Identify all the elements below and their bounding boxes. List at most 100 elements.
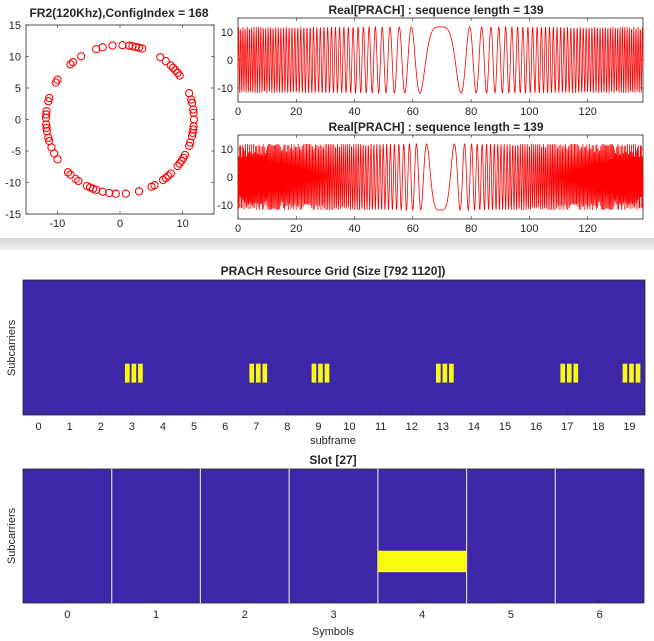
x-tick-label: 8	[284, 421, 290, 433]
constellation-point	[105, 188, 114, 198]
constellation-point	[147, 182, 156, 191]
constellation-point	[63, 168, 73, 177]
resource-grid-xlabel: subframe	[310, 435, 356, 447]
prach-occasion-bar	[262, 363, 268, 383]
prach-occasion-bar	[622, 363, 628, 383]
x-tick-label: 40	[348, 106, 360, 118]
constellation-point	[188, 98, 197, 107]
prach-occasion-bar	[436, 363, 441, 383]
x-tick-label: 17	[561, 421, 573, 433]
x-tick-label: 20	[290, 223, 302, 235]
y-tick-label: -5	[11, 146, 21, 158]
y-tick-label: -10	[217, 83, 233, 95]
constellation-point	[125, 41, 134, 50]
x-tick-label: 5	[508, 609, 514, 621]
x-tick-label: 0	[35, 421, 41, 433]
prach-occasion-bar	[573, 363, 579, 383]
constellation-point	[44, 97, 53, 106]
constellation-point	[189, 115, 198, 124]
constellation-point	[111, 189, 120, 198]
real-prach-plot-1: Real[PRACH] : sequence length = 139 0 20 4…	[217, 3, 644, 118]
constellation-point	[134, 187, 144, 196]
x-tick-label: 10	[343, 421, 355, 433]
slot-axes	[22, 468, 645, 604]
constellation-point	[185, 141, 194, 150]
y-tick-label: 10	[221, 144, 233, 156]
x-tick-label: 16	[530, 421, 542, 433]
x-tick-label: 18	[592, 421, 604, 433]
constellation-point	[156, 53, 165, 62]
constellation-point	[108, 41, 117, 50]
y-tick-label: 0	[15, 115, 21, 127]
constellation-point	[71, 174, 80, 183]
constellation-point	[77, 52, 86, 61]
constellation-point	[42, 123, 51, 132]
figure-separator	[0, 238, 654, 250]
x-tick-label: 7	[253, 421, 259, 433]
resource-grid-ylabel: Subcarriers	[6, 319, 18, 376]
prach-occasion-bar	[324, 363, 330, 383]
x-tick-label: 5	[191, 421, 197, 433]
constellation-point	[173, 162, 182, 171]
constellation-point	[173, 68, 182, 77]
constellation-point	[161, 57, 170, 66]
constellation-point	[134, 43, 144, 52]
constellation-point	[128, 42, 137, 51]
prach-occasion-bar	[255, 363, 261, 383]
constellation-point	[188, 128, 197, 137]
real-prach-title-1: Real[PRACH] : sequence length = 139	[328, 3, 543, 17]
constellation-point	[159, 175, 168, 184]
constellation-point	[45, 136, 54, 146]
constellation-point	[66, 60, 75, 69]
y-tick-label: -15	[5, 209, 21, 221]
constellation-point	[166, 169, 175, 178]
prach-occasion-bar	[318, 363, 323, 383]
x-tick-label: 10	[177, 218, 189, 230]
real-prach-plot-2: Real[PRACH] : sequence length = 139 0 20 4…	[217, 120, 644, 235]
x-tick-label: -10	[49, 218, 65, 230]
constellation-point	[53, 155, 62, 164]
prach-occasion-bar	[442, 363, 448, 383]
prach-series-line	[237, 25, 644, 95]
prach-occasion-bar	[635, 363, 641, 383]
y-tick-label: 0	[227, 55, 233, 67]
constellation-point	[89, 184, 98, 193]
real-prach-title-2: Real[PRACH] : sequence length = 139	[328, 120, 543, 134]
x-tick-label: 1	[67, 421, 73, 433]
x-tick-label: 4	[160, 421, 166, 433]
slot-plot: Slot [27] 0 1 2 3 4 5 6 Symbols Subcarriers	[6, 453, 645, 638]
constellation-point	[166, 61, 175, 70]
x-tick-label: 100	[520, 223, 538, 235]
constellation-point	[121, 189, 130, 198]
constellation-point	[42, 127, 52, 136]
x-tick-label: 120	[578, 106, 596, 118]
prach-series-line	[237, 142, 644, 212]
constellation-point	[51, 78, 60, 87]
constellation-point	[164, 171, 173, 180]
constellation-point	[175, 159, 184, 168]
x-tick-label: 0	[117, 218, 123, 230]
constellation-point	[188, 132, 197, 141]
constellation-point	[175, 71, 184, 80]
prach-occasion-bar	[566, 363, 572, 383]
prach-occasion-bar	[131, 363, 137, 383]
constellation-point	[42, 110, 51, 119]
constellation-point	[42, 107, 51, 116]
prach-occasion-bar	[125, 363, 130, 383]
y-tick-label: 5	[15, 83, 21, 95]
y-tick-label: 0	[227, 172, 233, 184]
slot-title: Slot [27]	[309, 453, 356, 467]
slot-xlabel: Symbols	[312, 626, 355, 638]
constellation-point	[42, 120, 51, 129]
constellation-point	[189, 108, 198, 117]
x-tick-label: 19	[623, 421, 635, 433]
x-tick-label: 40	[348, 223, 360, 235]
prach-occasion-bar	[560, 363, 566, 383]
x-tick-label: 13	[437, 421, 449, 433]
constellation-point	[189, 122, 198, 131]
constellation-point	[177, 156, 186, 165]
constellation-title: FR2(120Khz),ConfigIndex = 168	[29, 6, 208, 20]
constellation-point	[92, 45, 101, 54]
resource-grid-title: PRACH Resource Grid (Size [792 1120])	[221, 264, 446, 278]
constellation-point	[68, 58, 78, 67]
